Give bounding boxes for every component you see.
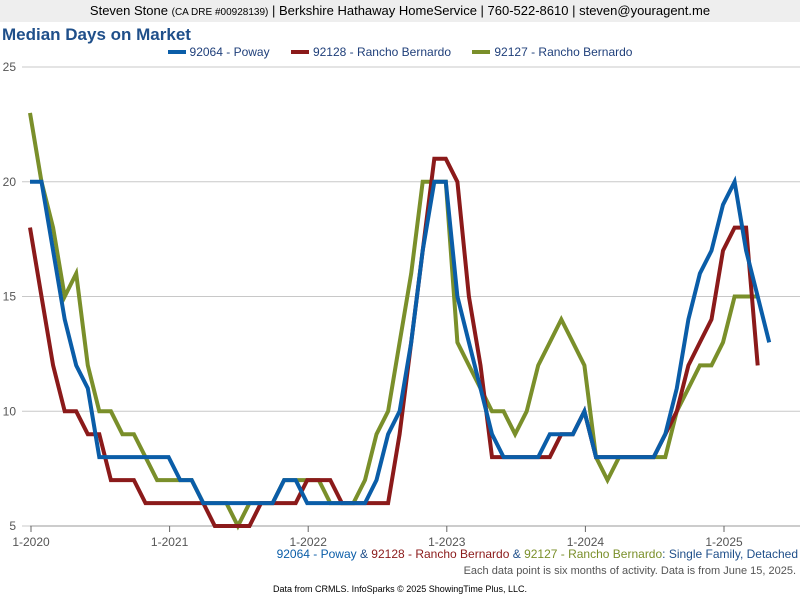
chart-legend: 92064 - Poway 92128 - Rancho Bernardo 92… <box>0 45 800 59</box>
chart-title: Median Days on Market <box>2 25 191 44</box>
agent-contact-info: | Berkshire Hathaway HomeService | 760-5… <box>271 3 711 18</box>
legend-item-poway: 92064 - Poway <box>167 45 270 59</box>
chart-caption: 92064 - Poway & 92128 - Rancho Bernardo … <box>0 547 798 561</box>
legend-label-poway: 92064 - Poway <box>189 45 270 59</box>
x-tick-label: 1-2020 <box>12 535 50 549</box>
y-tick-label: 15 <box>3 290 17 304</box>
y-tick-label: 20 <box>3 175 17 189</box>
caption-separator-1: & <box>356 547 372 561</box>
agent-dre-number: (CA DRE #00928139) <box>171 7 269 18</box>
series-line-0 <box>30 175 772 506</box>
legend-swatch-92128 <box>290 49 309 54</box>
y-tick-label: 25 <box>3 60 17 74</box>
x-tick-label: 1-2025 <box>705 535 743 549</box>
caption-separator-2: & <box>509 547 525 561</box>
legend-label-92127: 92127 - Rancho Bernardo <box>494 45 633 59</box>
caption-92128: 92128 - Rancho Bernardo <box>371 547 510 561</box>
caption-92127: 92127 - Rancho Bernardo <box>524 547 663 561</box>
data-source-footer: Data from CRMLS. InfoSparks © 2025 Showi… <box>273 584 527 594</box>
x-tick-label: 1-2024 <box>567 535 605 549</box>
legend-item-92128: 92128 - Rancho Bernardo <box>290 45 452 59</box>
x-tick-label: 1-2022 <box>290 535 328 549</box>
legend-swatch-92127 <box>472 49 491 54</box>
x-tick-label: 1-2023 <box>428 535 466 549</box>
y-tick-label: 5 <box>9 519 16 533</box>
series-line-1 <box>28 156 760 528</box>
legend-item-92127: 92127 - Rancho Bernardo <box>472 45 632 59</box>
agent-header-bar: Steven Stone (CA DRE #00928139) | Berksh… <box>0 0 800 22</box>
y-tick-label: 10 <box>3 404 17 418</box>
caption-property-type: : Single Family, Detached <box>662 547 798 561</box>
legend-swatch-poway <box>167 49 186 54</box>
agent-name: Steven Stone <box>89 3 168 18</box>
x-tick-label: 1-2021 <box>151 535 189 549</box>
legend-label-92128: 92128 - Rancho Bernardo <box>312 45 452 59</box>
caption-poway: 92064 - Poway <box>276 547 357 561</box>
data-note: Each data point is six months of activit… <box>463 565 796 577</box>
